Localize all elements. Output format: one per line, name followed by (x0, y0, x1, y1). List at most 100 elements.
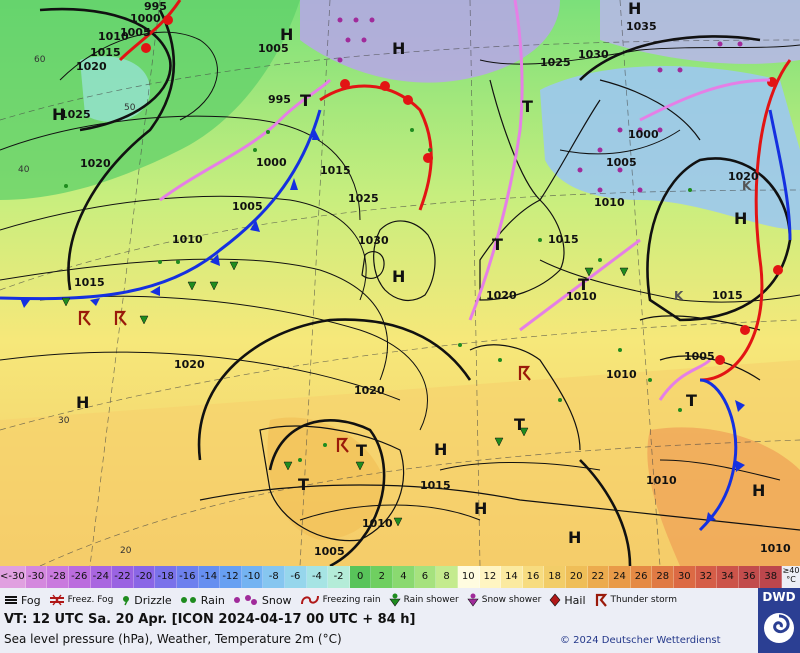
isobar-label: 1000 (130, 12, 161, 25)
isobar-label: 1005 (314, 545, 345, 558)
cold-center: K (674, 289, 684, 303)
isobar-label: 1015 (420, 479, 451, 492)
valid-time: VT: 12 UTC Sa. 20 Apr. [ICON 2024-04-17 … (4, 612, 416, 627)
thunderstorm-icon (595, 593, 607, 607)
temperature-scale-cell: <-30 (0, 566, 26, 588)
occlusion-4 (639, 78, 771, 122)
cold-center: K (742, 179, 752, 193)
rain-icon (180, 597, 196, 603)
fog-icon (5, 596, 17, 604)
low-center: T (686, 391, 697, 410)
cold-air-north (600, 0, 800, 64)
isobar-label: 1010 (98, 30, 129, 43)
isobar-labels: 995 1000 1005 1010 1015 1020 1025 1005 9… (60, 0, 791, 558)
high-center: H (434, 440, 447, 459)
low-center: T (300, 91, 311, 110)
freezing-rain-icon (300, 595, 319, 605)
low-center: T (514, 415, 525, 434)
drizzle-icon (123, 596, 130, 606)
isobar-label: 1010 (606, 368, 637, 381)
high-center: H (734, 209, 747, 228)
occlusion-5 (658, 358, 712, 401)
temperature-scale-cell: 20 (565, 566, 588, 588)
isobar-label: 1030 (578, 48, 609, 61)
temperature-scale-cell: 16 (522, 566, 545, 588)
temperature-scale-cell: 28 (652, 566, 674, 588)
occlusion-1 (159, 78, 332, 202)
high-center: H (392, 267, 405, 286)
legend-rain: Rain (180, 589, 225, 611)
temperature-scale-cell: -4 (306, 566, 329, 588)
isobar-label: 1010 (172, 233, 203, 246)
isobar-label: 1020 (486, 289, 517, 302)
snow-shower-icon (467, 593, 479, 607)
low-center: T (492, 235, 503, 254)
warm-front-semicircles (340, 79, 433, 163)
temperature-scale-cell: -22 (112, 566, 134, 588)
warm-front (319, 84, 433, 211)
pressure-centers: H H H H H H H H H H H T T T T T T T T K … (52, 0, 765, 547)
map-subtitle: Sea level pressure (hPa), Weather, Tempe… (4, 632, 342, 646)
rain-symbols (64, 128, 692, 462)
copyright: © 2024 Deutscher Wetterdienst (560, 635, 721, 646)
temperature-scale-cell: 10 (457, 566, 480, 588)
legend-rain-shower: Rain shower (389, 589, 459, 611)
temperature-scale: <-30 -30 -28 -26 -24 -22 -20 -18 -16 -14 -12 -10 -8-… (0, 566, 800, 588)
temperature-scale-cell: -14 (198, 566, 221, 588)
low-center: T (522, 97, 533, 116)
shower-symbols (61, 261, 629, 527)
high-center: H (280, 25, 293, 44)
temperature-scale-cell: -28 (47, 566, 69, 588)
cold-front-triangles (20, 128, 320, 308)
legend-snow: Snow (233, 589, 292, 611)
isobar-label: 1025 (60, 108, 91, 121)
isobar-label: 1005 (232, 200, 263, 213)
dwd-logo: DWD (758, 588, 800, 653)
temperature-scale-cell: 24 (609, 566, 631, 588)
temperature-scale-cell: -10 (241, 566, 264, 588)
temperature-scale-cell: 38 (760, 566, 783, 588)
cold-air-purple (300, 0, 560, 83)
temperature-scale-cell: -30 (25, 566, 48, 588)
legend-freezing-fog: Freez. Fog (49, 589, 113, 611)
temperature-scale-cell: -8 (263, 566, 286, 588)
isobar-label: 1005 (684, 350, 715, 363)
ocean-green (0, 0, 300, 200)
legend-thunderstorm: Thunder storm (594, 589, 677, 611)
lat-label-50: 50 (124, 103, 136, 113)
legend-hail: Hail (549, 589, 586, 611)
dwd-logo-text: DWD (762, 590, 796, 604)
temperature-scale-cell: 18 (544, 566, 566, 588)
low-center: T (356, 441, 367, 460)
high-center: H (568, 528, 581, 547)
isobar-label: 1015 (74, 276, 105, 289)
isobar-label: 1010 (646, 474, 677, 487)
temperature-scale-cell: 22 (587, 566, 610, 588)
thunderstorm-symbols (78, 310, 531, 453)
isobar-label: 1005 (258, 42, 289, 55)
lat-label-30: 30 (58, 416, 70, 426)
isobar-label: 1000 (256, 156, 287, 169)
temperature-unit: ≥40 °C (782, 566, 800, 584)
isobar-label: 1010 (566, 290, 597, 303)
temperature-scale-cell: 26 (630, 566, 653, 588)
cold-front-east (768, 109, 792, 241)
weather-symbol-legend: Fog Freez. Fog Drizzle Rain Snow Freezin… (4, 589, 756, 611)
temperature-scale-cell: 6 (414, 566, 437, 588)
warm-south (0, 360, 800, 566)
low-center: T (578, 275, 589, 294)
temperature-scale-cell: 12 (479, 566, 502, 588)
legend-fog: Fog (4, 589, 41, 611)
isobar-label: 995 (144, 0, 167, 13)
rain-shower-icon (389, 593, 401, 607)
warm-front-east (699, 59, 792, 382)
isobar-label: 1020 (174, 358, 205, 371)
low-center: T (298, 475, 309, 494)
isobar-label: 1025 (348, 192, 379, 205)
temperature-scale-cell: -16 (176, 566, 199, 588)
warm-iberia (267, 417, 382, 540)
warm-front-north (118, 0, 182, 62)
dwd-logo-swirl-icon (764, 613, 794, 643)
snow-symbols (337, 17, 743, 193)
temperature-scale-cell: 34 (717, 566, 739, 588)
